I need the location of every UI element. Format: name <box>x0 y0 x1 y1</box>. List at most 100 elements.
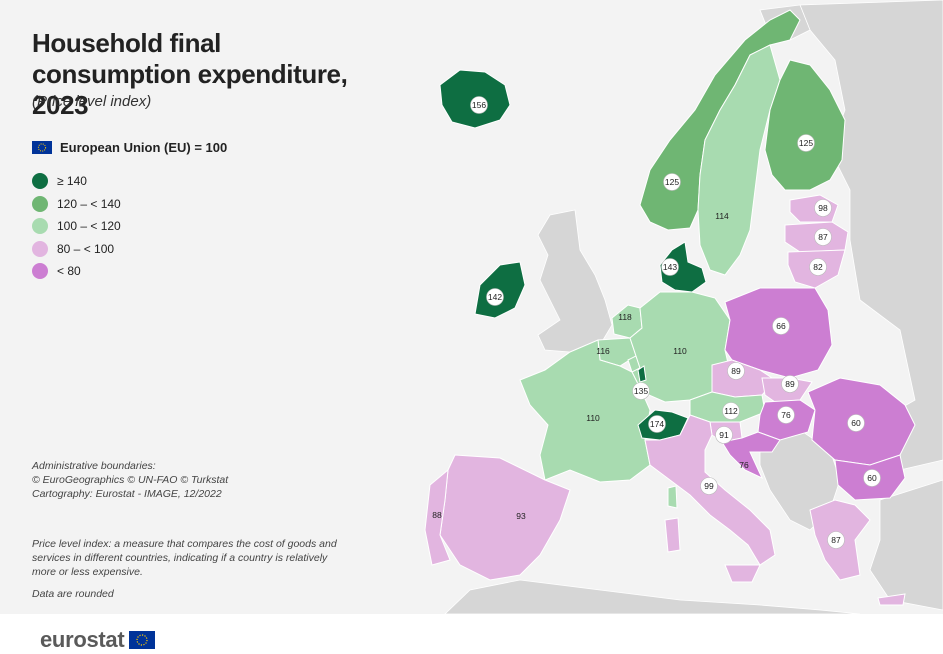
countries <box>424 9 916 606</box>
country-value-label: 89 <box>785 379 795 389</box>
country-marker: 76 <box>739 460 749 470</box>
legend-item-100-120: 100 – < 120 <box>32 215 121 238</box>
legend-item-ge140: ≥ 140 <box>32 170 121 193</box>
country-value-label: 114 <box>715 211 729 221</box>
marker-circle <box>781 375 799 393</box>
rounded-note: Data are rounded <box>32 588 114 600</box>
legend-swatch <box>32 218 48 235</box>
country-marker: 98 <box>814 199 832 217</box>
country-value-label: 60 <box>851 418 861 428</box>
country-marker: 99 <box>700 477 718 495</box>
country-marker: 87 <box>827 531 845 549</box>
croatia <box>721 431 781 480</box>
marker-circle <box>814 199 832 217</box>
marker-circle <box>470 96 488 114</box>
country-value-label: 76 <box>781 410 791 420</box>
country-marker: 142 <box>486 288 504 306</box>
country-value-label: 125 <box>799 138 813 148</box>
country-marker: 89 <box>781 375 799 393</box>
marker-circle <box>632 382 650 400</box>
marker-circle <box>777 406 795 424</box>
liechtenstein <box>637 365 647 383</box>
legend-swatch <box>32 263 48 280</box>
legend: ≥ 140 120 – < 140 100 – < 120 80 – < 100… <box>32 170 121 283</box>
marker-circle <box>814 228 832 246</box>
country-marker: 93 <box>516 511 526 521</box>
country-marker: 89 <box>727 362 745 380</box>
russia-region <box>799 0 943 471</box>
country-marker: 91 <box>715 426 733 444</box>
country-marker: 114 <box>715 211 729 221</box>
legend-label: 80 – < 100 <box>57 241 115 256</box>
eu-flag-icon <box>129 631 156 649</box>
country-marker: 88 <box>432 510 442 520</box>
marker-circle <box>648 415 666 433</box>
north-africa <box>444 579 861 615</box>
legend-label: < 80 <box>57 264 81 279</box>
eu-reference: European Union (EU) = 100 <box>32 140 227 155</box>
marker-circle <box>722 402 740 420</box>
country-marker: 143 <box>661 258 679 276</box>
boundaries-line1: © EuroGeographics © UN-FAO © Turkstat <box>32 474 229 486</box>
turkey-region <box>869 479 943 611</box>
country-value-label: 125 <box>665 177 679 187</box>
marker-circle <box>661 258 679 276</box>
country-value-label: 143 <box>663 262 677 272</box>
country-value-label: 82 <box>813 262 823 272</box>
marker-circle <box>827 531 845 549</box>
country-value-label: 66 <box>776 321 786 331</box>
marker-circle <box>863 469 881 487</box>
eu-flag-icon <box>32 141 52 154</box>
legend-item-120-140: 120 – < 140 <box>32 193 121 216</box>
boundaries-line2: Cartography: Eurostat - IMAGE, 12/2022 <box>32 488 222 500</box>
country-value-markers: 156 125 125 114 98 87 82 143 142 118 116 110 66 135 89… <box>432 96 881 549</box>
corsica <box>667 485 678 509</box>
footer <box>0 614 943 654</box>
country-marker: 66 <box>772 317 790 335</box>
country-value-label: 116 <box>596 346 610 356</box>
marker-circle <box>772 317 790 335</box>
country-value-label: 89 <box>731 366 741 376</box>
country-marker: 82 <box>809 258 827 276</box>
country-marker: 60 <box>847 414 865 432</box>
legend-swatch <box>32 240 48 257</box>
legend-item-80-100: 80 – < 100 <box>32 238 121 261</box>
country-value-label: 110 <box>673 346 687 356</box>
country-value-label: 98 <box>818 203 828 213</box>
marker-circle <box>809 258 827 276</box>
legend-label: ≥ 140 <box>57 174 87 189</box>
sardinia <box>664 517 681 553</box>
country-value-label: 87 <box>831 535 841 545</box>
country-marker: 125 <box>797 134 815 152</box>
marker-circle <box>663 173 681 191</box>
cyprus <box>877 593 906 606</box>
finland <box>764 59 846 191</box>
country-value-label: 110 <box>586 413 600 423</box>
country-value-label: 76 <box>739 460 749 470</box>
marker-circle <box>715 426 733 444</box>
country-value-label: 60 <box>867 473 877 483</box>
country-marker: 174 <box>648 415 666 433</box>
country-marker: 60 <box>863 469 881 487</box>
eurostat-logo: eurostat <box>40 627 156 653</box>
sweden <box>697 44 781 276</box>
legend-label: 120 – < 140 <box>57 196 121 211</box>
country-value-label: 135 <box>634 386 648 396</box>
country-value-label: 87 <box>818 232 828 242</box>
country-value-label: 91 <box>719 430 729 440</box>
country-marker: 116 <box>596 346 610 356</box>
country-marker: 125 <box>663 173 681 191</box>
uk-region <box>537 209 613 353</box>
country-value-label: 118 <box>618 312 632 322</box>
country-marker: 156 <box>470 96 488 114</box>
country-marker: 135 <box>632 382 650 400</box>
eu-reference-label: European Union (EU) = 100 <box>60 140 228 155</box>
boundaries-note: Administrative boundaries: © EuroGeograp… <box>32 459 272 501</box>
country-marker: 110 <box>586 413 600 423</box>
map-title: Household final consumption expenditure,… <box>32 28 348 120</box>
country-value-label: 112 <box>724 406 738 416</box>
country-marker: 118 <box>618 312 632 322</box>
marker-circle <box>486 288 504 306</box>
legend-label: 100 – < 120 <box>57 219 121 234</box>
